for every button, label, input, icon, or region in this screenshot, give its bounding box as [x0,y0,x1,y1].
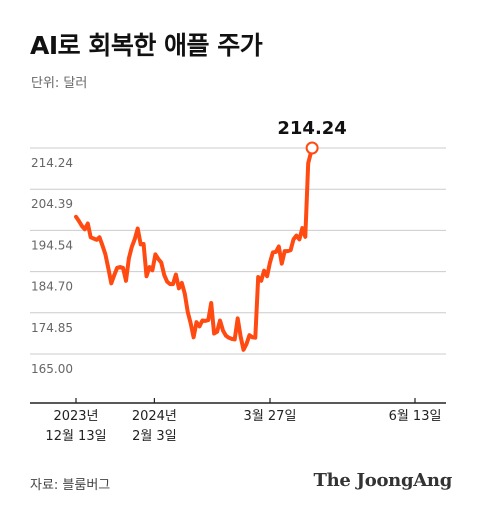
source-label: 자료: 블룸버그 [30,478,111,493]
y-tick-label: 214.24 [31,156,73,170]
y-tick-label: 204.39 [31,197,73,211]
end-value-label: 214.24 [277,118,346,139]
y-tick-labels: 214.24 204.39 194.54 184.70 174.85 165.00 [31,156,73,376]
x-axis [30,398,446,404]
chart-title: AI로 회복한 애플 주가 [30,31,263,60]
x-tick-label: 2024년 [132,409,177,424]
x-tick-label: 2월 3일 [132,429,177,444]
x-tick-label: 12월 13일 [45,429,106,444]
unit-label: 단위: 달러 [31,76,88,91]
y-tick-label: 165.00 [31,362,73,376]
grid-lines [30,147,446,355]
x-tick-label: 2023년 [53,409,98,424]
x-tick-label: 6월 13일 [389,409,442,424]
end-marker-group: 214.24 [277,118,347,155]
series-line [74,146,315,352]
y-tick-label: 194.54 [31,238,73,252]
end-point-marker [305,141,319,155]
x-tick-labels: 2023년 12월 13일 2024년 2월 3일 3월 27일 6월 13일 [45,409,441,444]
price-series [74,146,315,352]
publisher-logo: The JoongAng [313,470,453,491]
y-tick-label: 174.85 [31,321,73,335]
x-tick-label: 3월 27일 [244,409,297,424]
y-tick-label: 184.70 [31,280,73,294]
